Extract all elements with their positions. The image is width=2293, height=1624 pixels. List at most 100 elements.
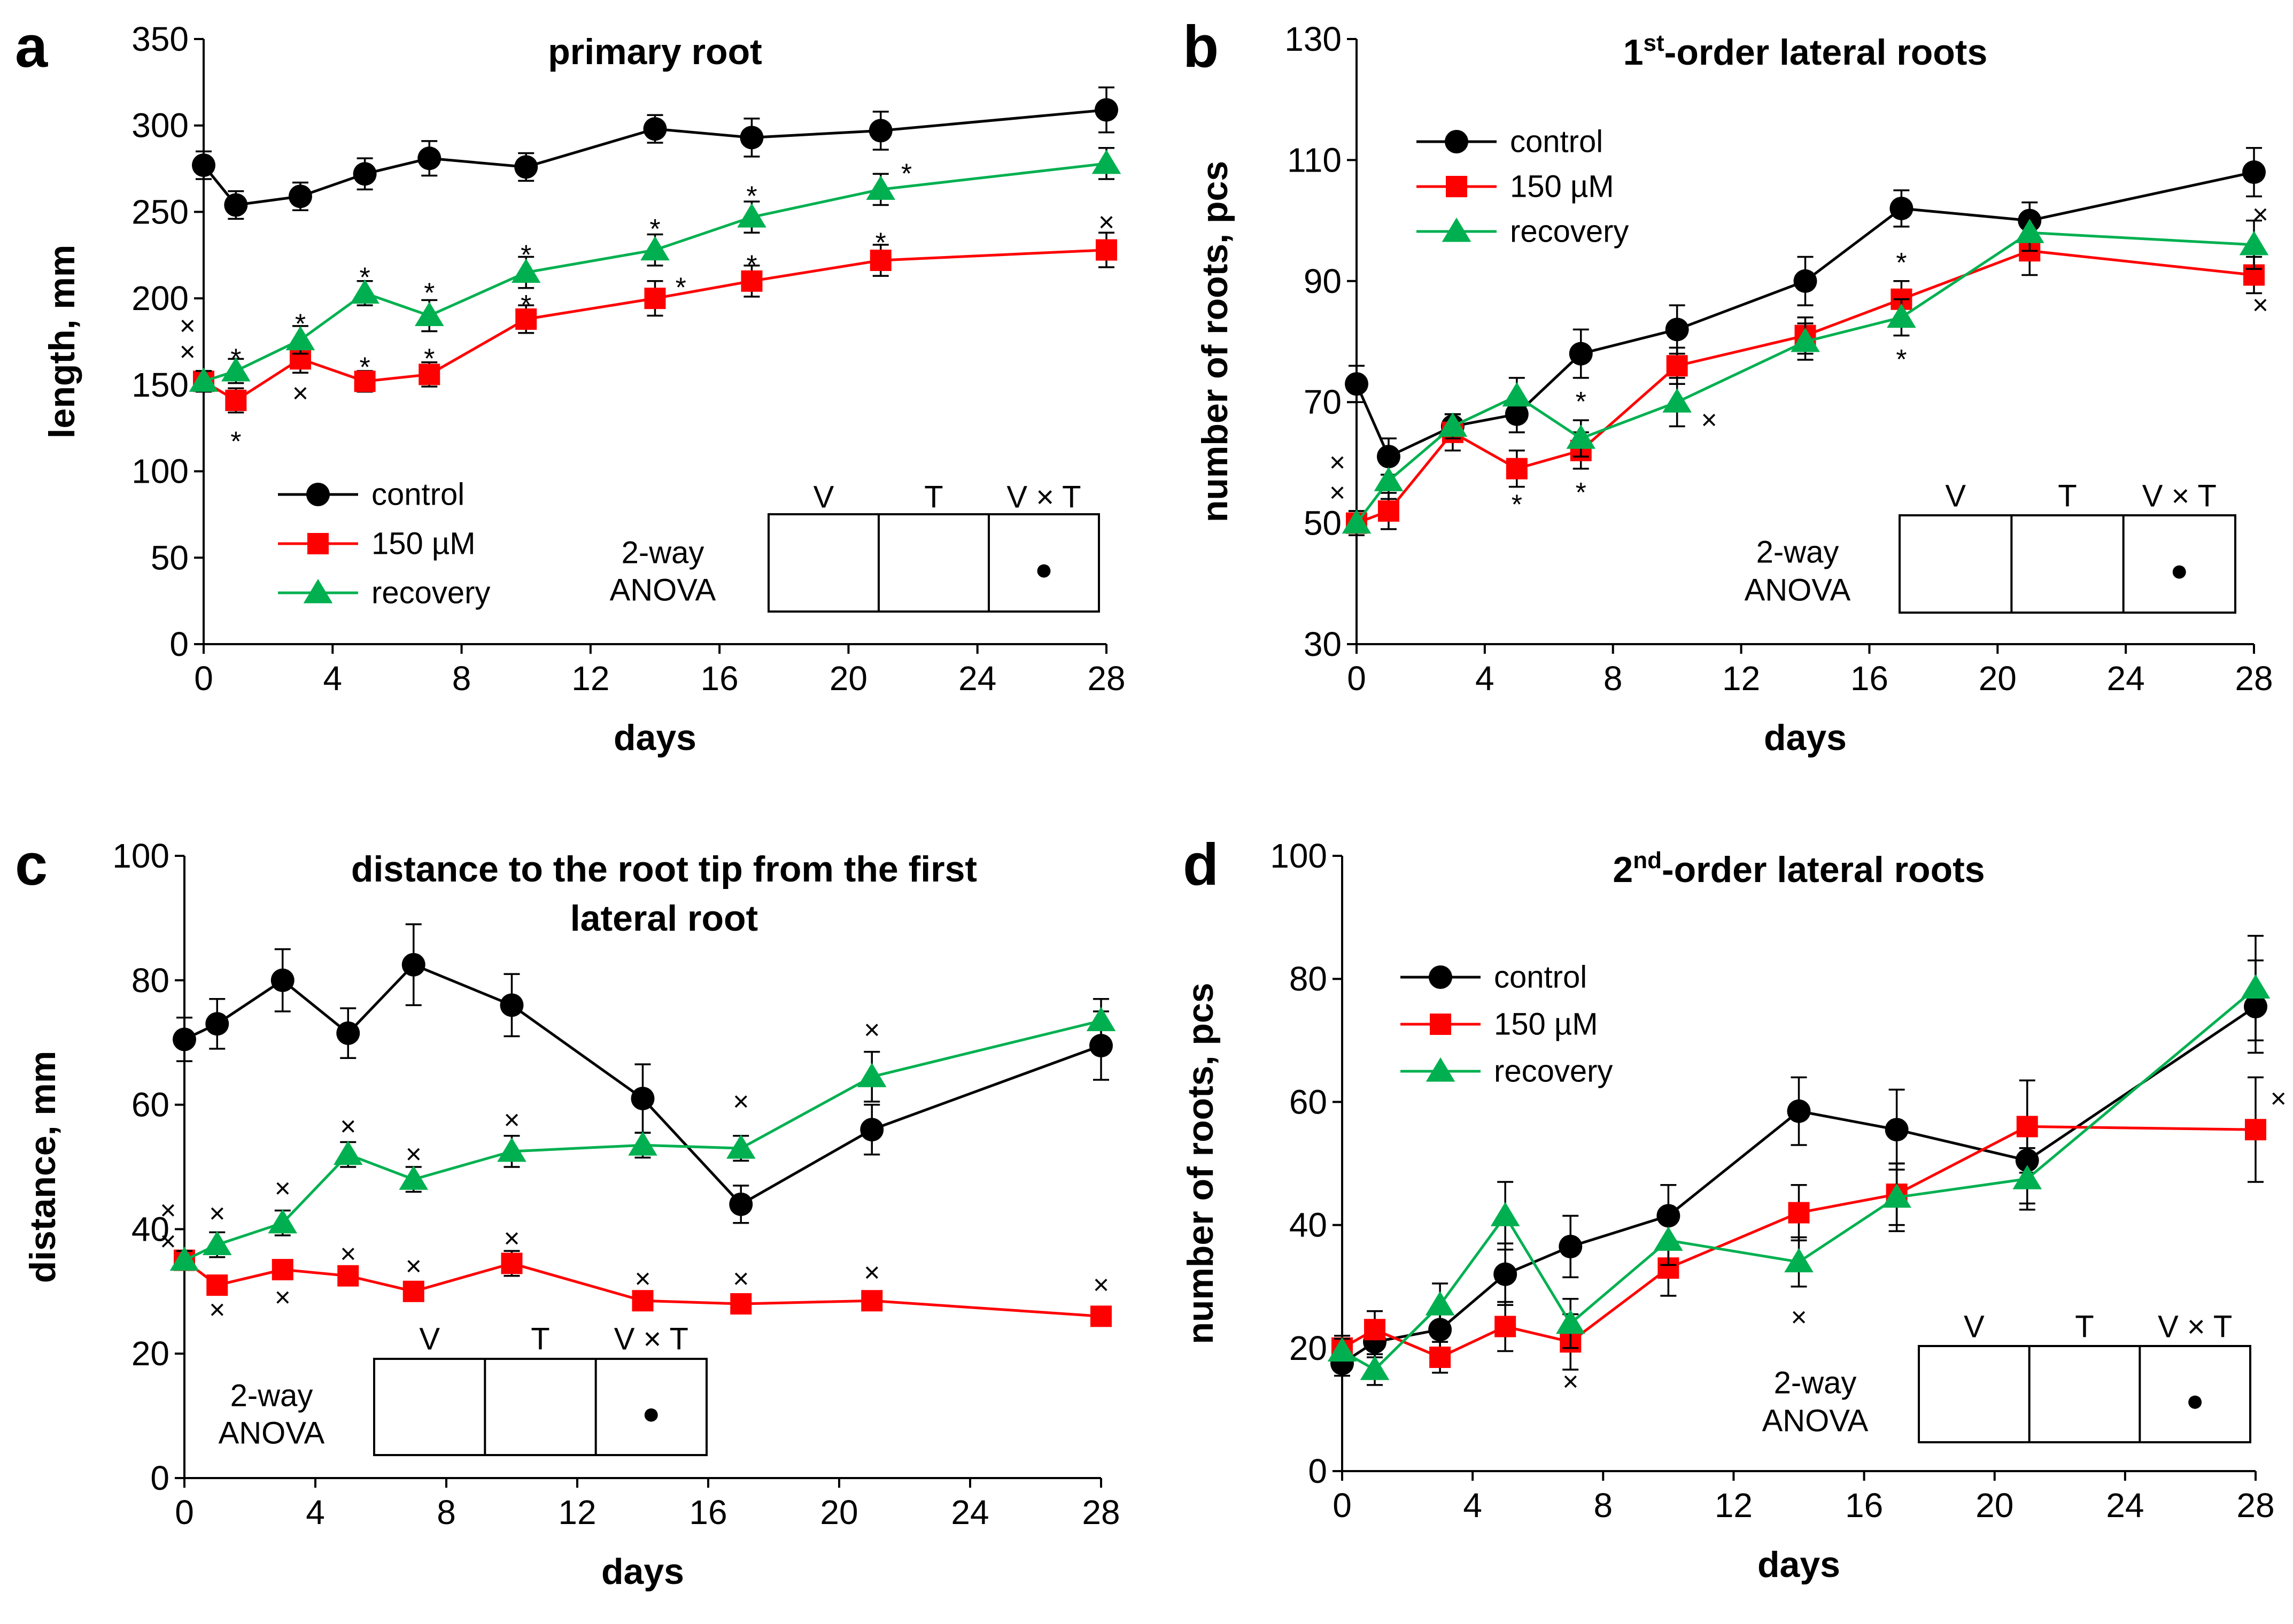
data-point-recovery [1342, 509, 1372, 534]
significance-asterisk: * [1896, 344, 1907, 375]
data-point-control [353, 162, 377, 186]
data-point-stress [206, 1274, 228, 1296]
y-tick-label: 100 [131, 452, 189, 491]
anova-box [1918, 1345, 2251, 1443]
data-point-control [2242, 160, 2266, 184]
data-point-recovery [1882, 1183, 1911, 1208]
chart-title: 2nd-order lateral roots [1613, 847, 1985, 890]
data-point-recovery [726, 1134, 756, 1159]
x-tick-label: 20 [830, 659, 867, 698]
data-point-recovery [640, 236, 670, 261]
significance-cross: × [503, 1105, 520, 1136]
data-point-recovery [1086, 1007, 1116, 1031]
series-line-stress [203, 249, 1107, 402]
data-point-recovery [866, 175, 896, 200]
x-tick-label: 8 [437, 1493, 456, 1532]
data-point-recovery [1438, 412, 1468, 437]
significance-asterisk: * [1896, 248, 1907, 279]
significance-asterisk: * [230, 427, 241, 458]
significance-cross: × [180, 336, 196, 367]
series-line-recovery [1341, 987, 2257, 1372]
data-point-stress [337, 1265, 359, 1287]
y-tick-label: 200 [131, 279, 189, 318]
anova-label-line-2: ANOVA [219, 1416, 325, 1451]
data-point-stress [1377, 500, 1399, 522]
x-tick-label: 4 [1475, 659, 1494, 698]
panel-d: d 2nd-order lateral roots 0 20 40 60 80 100 0 4 8 1… [1180, 832, 2287, 1585]
series-control [173, 923, 1113, 1224]
significance-asterisk: * [424, 343, 435, 374]
data-point-recovery [2239, 230, 2269, 256]
anova-header-3: V × T [2142, 479, 2217, 514]
legend-label-control: control [1510, 125, 1603, 159]
data-point-recovery [1555, 1309, 1585, 1334]
anova-label-line-1: 2-way [1774, 1366, 1857, 1401]
data-point-control [401, 953, 425, 977]
data-point-control [270, 968, 295, 992]
data-point-stress [354, 370, 376, 392]
y-tick-label: 0 [150, 1459, 169, 1497]
y-axis-label: length, mm [42, 245, 82, 439]
anova-significance-dot: ● [642, 1396, 661, 1431]
legend-marker-control [1445, 130, 1468, 153]
data-point-recovery [1502, 382, 1532, 407]
y-axis-label: number of roots, pcs [1180, 983, 1221, 1344]
significance-asterisk: * [746, 250, 757, 281]
y-tick-label: 60 [1289, 1082, 1327, 1121]
legend-label-stress: 150 µM [1510, 169, 1614, 204]
legend: control 150 µM recovery [278, 477, 490, 610]
data-point-recovery [1662, 388, 1692, 413]
title-main: 2 [1613, 849, 1633, 890]
legend-label-control: control [371, 477, 464, 512]
significance-cross: × [340, 1111, 356, 1142]
data-point-recovery [285, 326, 315, 351]
data-point-control [192, 153, 215, 177]
data-point-control [1885, 1118, 1909, 1142]
x-tick-label: 8 [452, 659, 471, 698]
legend-label-recovery: recovery [371, 576, 490, 610]
legend-marker-recovery [303, 579, 333, 604]
panel-letter-d: d [1183, 832, 1219, 898]
chart-title: primary root [548, 32, 762, 72]
series-line-control [183, 963, 1102, 1206]
x-axis-label: days [614, 717, 696, 758]
panel-letter-a: a [15, 14, 48, 80]
data-point-stress [1096, 239, 1117, 261]
x-tick-label: 0 [1347, 659, 1366, 698]
legend-label-stress: 150 µM [1494, 1007, 1598, 1042]
significance-cross: × [1093, 1270, 1109, 1301]
significance-cross: × [2252, 290, 2268, 321]
x-tick-label: 28 [1082, 1493, 1120, 1532]
data-point-stress [1666, 355, 1688, 377]
x-tick-label: 16 [1845, 1486, 1883, 1525]
data-point-stress [870, 249, 892, 271]
significance-asterisk: * [746, 181, 757, 212]
y-tick-label: 40 [131, 1210, 169, 1248]
x-tick-label: 12 [1715, 1486, 1753, 1525]
series-line-control [1355, 171, 2255, 459]
anova-header-3: V × T [614, 1322, 688, 1357]
data-point-recovery [497, 1137, 526, 1162]
data-point-recovery [268, 1209, 298, 1234]
legend-label-recovery: recovery [1494, 1054, 1613, 1089]
x-tick-label: 20 [1976, 1486, 2013, 1525]
series-stress [1331, 1076, 2266, 1374]
significance-cross: × [275, 1282, 291, 1313]
significance-cross: × [292, 378, 308, 409]
y-tick-label: 50 [151, 538, 189, 577]
x-tick-label: 24 [951, 1493, 989, 1532]
legend-marker-stress [307, 533, 329, 554]
anova-label-line-2: ANOVA [610, 573, 716, 608]
y-tick-label: 90 [1304, 262, 1342, 300]
legend-marker-recovery [1442, 218, 1471, 242]
data-point-stress [501, 1252, 523, 1274]
significance-cross: × [406, 1251, 422, 1282]
legend-marker-stress [1446, 176, 1467, 197]
significance-asterisk: * [901, 158, 912, 189]
data-point-stress [2245, 1119, 2266, 1141]
title-superscript: nd [1633, 847, 1662, 873]
anova-label-line-1: 2-way [622, 536, 704, 570]
significance-cross: × [1791, 1302, 1807, 1333]
data-point-control [1089, 1034, 1113, 1058]
